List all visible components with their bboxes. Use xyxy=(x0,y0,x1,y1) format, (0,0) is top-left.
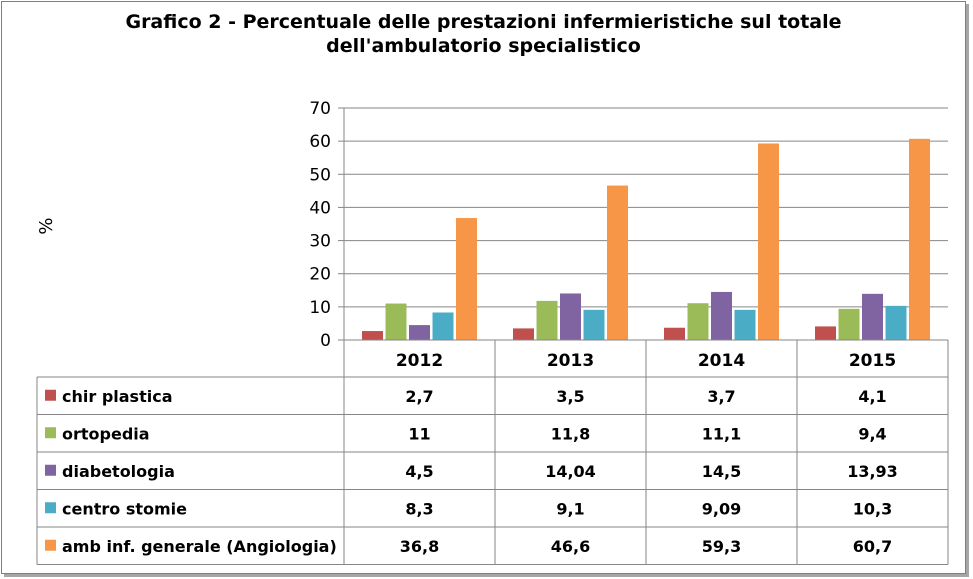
data-label-2-2: 14,5 xyxy=(702,462,741,481)
legend-key-0 xyxy=(45,389,56,401)
bar-2015-0 xyxy=(815,326,836,340)
y-tick-label-20: 20 xyxy=(309,265,331,285)
legend-label-2: diabetologia xyxy=(62,462,175,481)
bar-2012-1 xyxy=(385,303,407,340)
bar-2015-2 xyxy=(862,293,883,340)
bar-2012-2 xyxy=(409,325,430,340)
x-tick-label-2015: 2015 xyxy=(849,351,896,371)
data-label-3-2: 9,09 xyxy=(702,499,741,518)
y-tick-label-0: 0 xyxy=(320,331,331,351)
bar-2014-3 xyxy=(734,309,756,340)
y-tick-label-70: 70 xyxy=(309,99,331,119)
bar-2014-2 xyxy=(711,291,732,340)
data-label-2-0: 4,5 xyxy=(405,462,433,481)
legend-key-2 xyxy=(45,464,56,476)
x-tick-label-2013: 2013 xyxy=(547,351,594,371)
data-label-0-2: 3,7 xyxy=(707,387,735,406)
bar-2015-1 xyxy=(838,308,860,340)
data-label-0-3: 4,1 xyxy=(858,387,886,406)
bar-2015-4 xyxy=(909,138,930,340)
chart-title: Grafico 2 - Percentuale delle prestazion… xyxy=(2,10,965,58)
legend-key-4 xyxy=(45,539,56,551)
bar-2012-3 xyxy=(432,312,454,340)
y-tick-label-30: 30 xyxy=(309,232,331,252)
bar-2013-4 xyxy=(607,185,628,340)
legend-label-4: amb inf. generale (Angiologia) xyxy=(62,537,337,556)
data-label-1-0: 11 xyxy=(408,424,430,443)
data-label-1-2: 11,1 xyxy=(702,424,741,443)
data-label-1-1: 11,8 xyxy=(551,424,590,443)
data-label-3-0: 8,3 xyxy=(405,499,433,518)
legend-key-1 xyxy=(45,427,56,439)
chart-title-line-1: Grafico 2 - Percentuale delle prestazion… xyxy=(125,11,842,33)
bar-2013-1 xyxy=(536,300,558,340)
legend-label-3: centro stomie xyxy=(62,499,187,518)
bar-2012-4 xyxy=(456,218,477,340)
chart-title-line-2: dell'ambulatorio specialistico xyxy=(326,35,641,57)
legend-label-0: chir plastica xyxy=(62,387,173,406)
bar-2013-2 xyxy=(560,293,581,340)
y-tick-label-40: 40 xyxy=(309,198,331,218)
bar-2014-0 xyxy=(664,327,685,340)
data-label-3-3: 10,3 xyxy=(853,499,892,518)
bar-2013-3 xyxy=(583,309,605,340)
bar-2012-0 xyxy=(362,331,383,340)
bar-2014-4 xyxy=(758,143,779,340)
data-label-2-1: 14,04 xyxy=(545,462,596,481)
data-label-4-3: 60,7 xyxy=(853,537,892,556)
x-tick-label-2012: 2012 xyxy=(396,351,443,371)
bar-2013-0 xyxy=(513,328,534,340)
data-label-2-3: 13,93 xyxy=(847,462,898,481)
data-label-4-0: 36,8 xyxy=(400,537,439,556)
data-label-3-1: 9,1 xyxy=(556,499,584,518)
data-label-1-3: 9,4 xyxy=(858,424,886,443)
bar-2014-1 xyxy=(687,303,709,340)
x-tick-label-2014: 2014 xyxy=(698,351,745,371)
data-label-4-2: 59,3 xyxy=(702,537,741,556)
legend-key-3 xyxy=(45,502,56,514)
y-tick-label-50: 50 xyxy=(309,165,331,185)
legend-label-1: ortopedia xyxy=(62,424,150,443)
y-tick-label-60: 60 xyxy=(309,132,331,152)
data-label-0-0: 2,7 xyxy=(405,387,433,406)
data-label-4-1: 46,6 xyxy=(551,537,590,556)
data-label-0-1: 3,5 xyxy=(556,387,584,406)
y-tick-label-10: 10 xyxy=(309,298,331,318)
bar-2015-3 xyxy=(885,305,907,340)
